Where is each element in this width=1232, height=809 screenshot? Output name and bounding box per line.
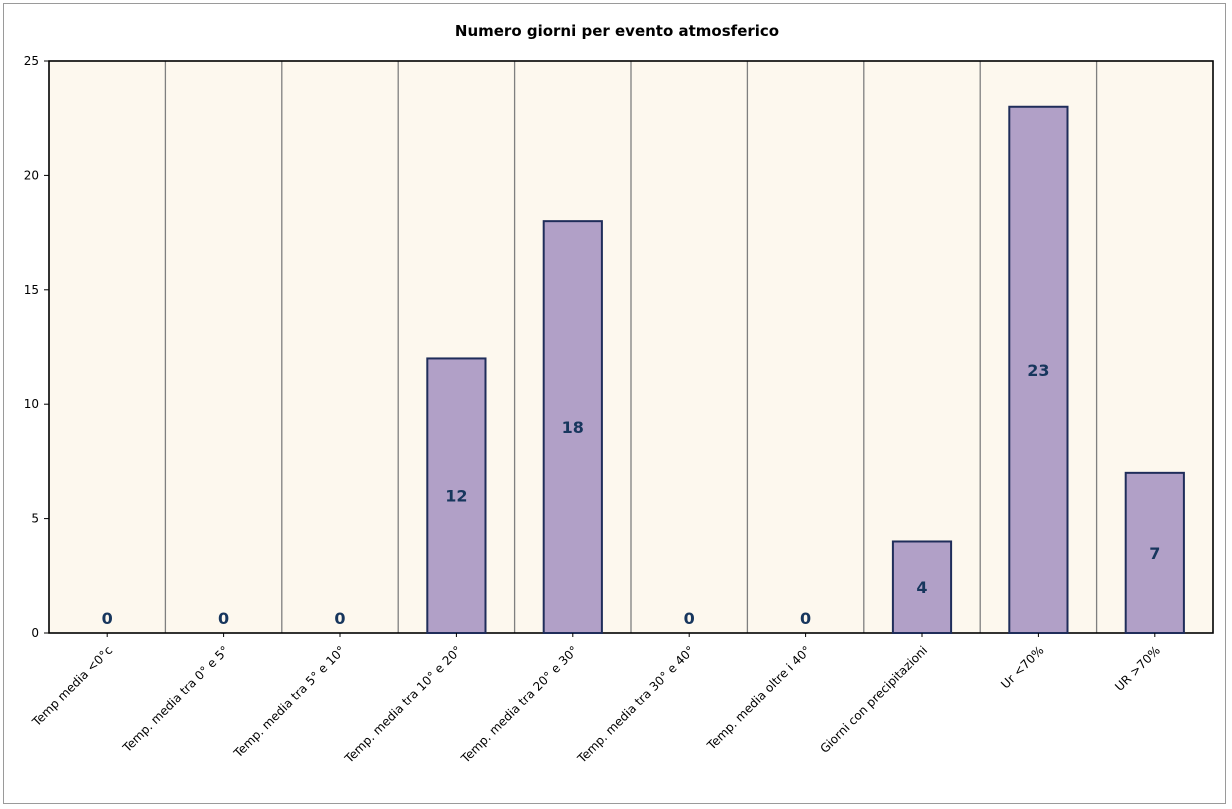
y-tick-label: 5 bbox=[31, 512, 39, 526]
x-tick-label: Temp media <0°c bbox=[29, 643, 115, 729]
data-label: 0 bbox=[218, 609, 229, 628]
y-tick-label: 20 bbox=[24, 168, 39, 182]
x-tick-label: Temp. media tra 30° e 40° bbox=[574, 643, 697, 766]
data-label: 12 bbox=[445, 487, 467, 506]
data-label: 4 bbox=[916, 578, 927, 597]
x-tick-label: Temp. media oltre i 40° bbox=[704, 643, 814, 753]
x-tick-label: Temp. media tra 20° e 30° bbox=[458, 643, 581, 766]
data-label: 0 bbox=[684, 609, 695, 628]
data-label: 0 bbox=[334, 609, 345, 628]
x-tick-label: UR >70% bbox=[1112, 643, 1163, 694]
bars bbox=[426, 105, 1185, 634]
x-tick-label: Temp. media tra 0° e 5° bbox=[119, 643, 231, 755]
data-label: 23 bbox=[1027, 361, 1049, 380]
grid-lines bbox=[48, 60, 1214, 634]
data-label: 7 bbox=[1149, 544, 1160, 563]
x-tick-label: Giorni con precipitazioni bbox=[817, 643, 930, 756]
y-tick-label: 15 bbox=[24, 283, 39, 297]
y-tick-label: 10 bbox=[24, 397, 39, 411]
y-tick-label: 0 bbox=[31, 626, 39, 640]
plot-border bbox=[48, 60, 1214, 634]
x-tick-label: Ur <70% bbox=[998, 643, 1046, 691]
x-tick-label: Temp. media tra 5° e 10° bbox=[230, 643, 348, 761]
y-tick-label: 25 bbox=[24, 54, 39, 68]
chart-title: Numero giorni per evento atmosferico bbox=[455, 22, 779, 40]
data-label: 0 bbox=[800, 609, 811, 628]
x-tick-label: Temp. media tra 10° e 20° bbox=[341, 643, 464, 766]
data-label: 18 bbox=[562, 418, 584, 437]
x-axis: Temp media <0°c Temp. media tra 0° e 5° Te… bbox=[29, 633, 1163, 766]
data-label: 0 bbox=[102, 609, 113, 628]
y-axis: 0 5 10 15 20 25 bbox=[24, 54, 49, 640]
data-labels: 0 0 0 12 18 0 0 4 23 7 bbox=[102, 361, 1161, 628]
